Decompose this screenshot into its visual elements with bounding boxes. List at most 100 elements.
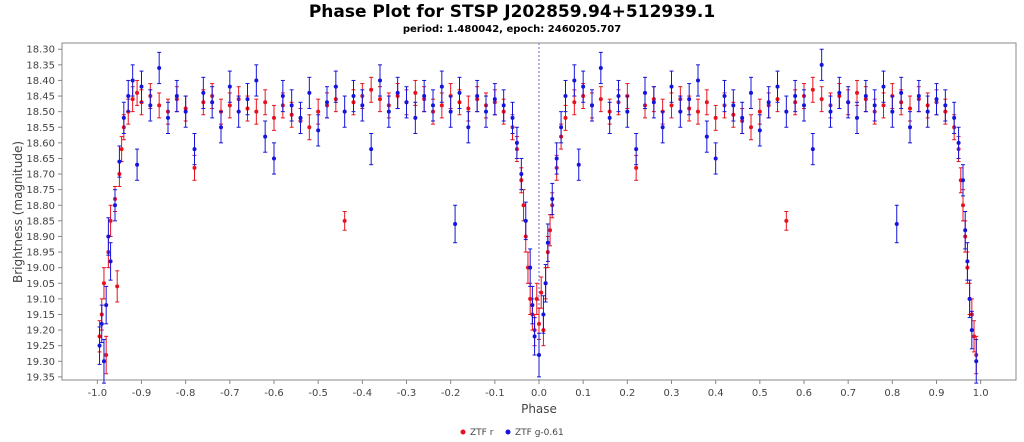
- data-point: [519, 172, 524, 177]
- data-point: [528, 265, 533, 270]
- data-point: [704, 134, 709, 139]
- data-point: [254, 78, 259, 83]
- data-point: [342, 218, 347, 223]
- x-tick-label: 0.8: [884, 388, 900, 399]
- data-point: [166, 115, 170, 120]
- data-point: [581, 84, 586, 89]
- data-point: [263, 134, 268, 139]
- data-point: [775, 84, 780, 89]
- data-point: [227, 84, 232, 89]
- data-point: [563, 115, 568, 120]
- data-point: [713, 156, 718, 161]
- data-point: [559, 125, 564, 130]
- data-point: [539, 290, 544, 295]
- data-point: [967, 296, 972, 301]
- data-point: [453, 221, 458, 226]
- data-point: [99, 321, 104, 326]
- data-point: [643, 90, 647, 95]
- data-point: [863, 94, 868, 99]
- x-tick-label: -0.9: [132, 388, 152, 399]
- data-point: [908, 125, 912, 130]
- data-point: [590, 103, 594, 108]
- data-point: [548, 228, 553, 233]
- data-point: [963, 228, 968, 233]
- data-point: [528, 296, 533, 301]
- y-tick-label: 18.50: [26, 107, 55, 118]
- data-point: [881, 84, 886, 89]
- data-point: [881, 103, 886, 108]
- data-point: [722, 94, 727, 99]
- data-point: [351, 94, 356, 99]
- data-point: [749, 90, 753, 95]
- data-point: [104, 303, 109, 308]
- data-point: [245, 97, 250, 102]
- data-point: [108, 259, 113, 264]
- data-point: [537, 321, 541, 326]
- data-point: [514, 140, 519, 145]
- data-point: [572, 78, 577, 83]
- data-point: [448, 109, 453, 114]
- data-point: [307, 125, 312, 130]
- data-point: [395, 90, 400, 95]
- data-point: [457, 90, 462, 95]
- data-point: [521, 203, 526, 208]
- data-point: [404, 100, 409, 105]
- y-tick-label: 18.55: [26, 123, 55, 134]
- data-point: [965, 259, 970, 264]
- x-tick-label: 0.0: [531, 388, 547, 399]
- data-point: [872, 103, 877, 108]
- data-point: [740, 115, 745, 120]
- legend-swatch-ztf-r: [460, 429, 466, 435]
- data-point: [523, 218, 528, 223]
- data-point: [943, 103, 948, 108]
- data-point: [157, 65, 162, 70]
- x-tick-label: -0.5: [308, 388, 328, 399]
- data-point: [475, 94, 480, 99]
- data-point: [157, 103, 162, 108]
- legend-swatch-ztf-g: [505, 429, 511, 435]
- data-point: [704, 100, 709, 105]
- y-tick-label: 19.10: [26, 294, 55, 305]
- data-point: [360, 103, 365, 108]
- data-point: [431, 103, 435, 108]
- data-point: [576, 162, 581, 167]
- x-tick-label: 0.5: [752, 388, 768, 399]
- data-point: [934, 97, 939, 102]
- legend: ZTF r ZTF g-0.61: [460, 428, 564, 438]
- x-tick-label: -0.8: [176, 388, 196, 399]
- y-tick-label: 19.05: [26, 279, 55, 290]
- data-point: [316, 128, 321, 133]
- data-point: [713, 115, 718, 120]
- data-point: [819, 97, 824, 102]
- data-point: [598, 65, 603, 70]
- data-point: [135, 90, 140, 95]
- data-point: [916, 94, 921, 99]
- y-tick-label: 18.95: [26, 248, 55, 259]
- data-point: [130, 97, 135, 102]
- x-tick-label: 0.9: [929, 388, 945, 399]
- x-tick-label: -0.4: [353, 388, 373, 399]
- data-point: [289, 103, 294, 108]
- data-point: [316, 109, 321, 114]
- y-tick-label: 18.80: [26, 201, 55, 212]
- data-point: [550, 197, 555, 202]
- data-point: [855, 115, 859, 120]
- x-tick-label: -0.1: [485, 388, 505, 399]
- data-point: [908, 106, 912, 111]
- data-point: [669, 103, 674, 108]
- y-tick-label: 18.30: [26, 45, 55, 56]
- data-point: [236, 109, 241, 114]
- y-tick-label: 18.85: [26, 216, 55, 227]
- series-ztf-g: [97, 48, 979, 384]
- data-point: [130, 78, 135, 83]
- data-point: [554, 156, 559, 161]
- data-point: [634, 147, 639, 152]
- data-point: [227, 103, 232, 108]
- data-point: [607, 115, 612, 120]
- x-tick-label: -0.2: [441, 388, 461, 399]
- data-point: [956, 140, 961, 145]
- data-point: [484, 109, 488, 114]
- data-point: [369, 87, 374, 92]
- data-point: [972, 334, 977, 339]
- data-point: [121, 115, 126, 120]
